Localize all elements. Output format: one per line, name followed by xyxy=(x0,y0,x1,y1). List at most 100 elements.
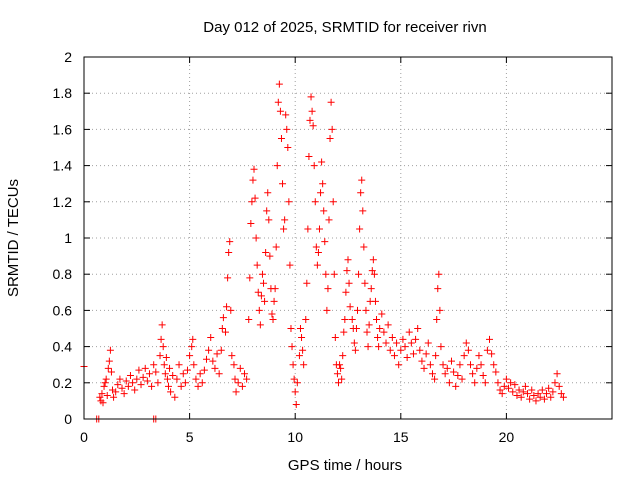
data-point xyxy=(405,328,413,336)
y-tick-label: 1.6 xyxy=(53,121,73,137)
data-point xyxy=(367,285,375,293)
data-point xyxy=(219,314,227,322)
data-point xyxy=(418,357,426,365)
data-point xyxy=(549,388,557,396)
x-tick-label: 10 xyxy=(287,429,303,445)
data-point xyxy=(98,390,106,398)
data-point xyxy=(99,399,107,407)
data-point xyxy=(303,279,311,287)
data-point xyxy=(515,386,523,394)
data-point xyxy=(356,225,364,233)
data-point xyxy=(555,382,563,390)
data-point xyxy=(256,321,264,329)
data-point xyxy=(126,372,134,380)
data-point xyxy=(154,379,162,387)
data-point xyxy=(254,288,262,296)
data-point xyxy=(277,134,285,142)
data-point xyxy=(364,343,372,351)
data-point xyxy=(443,364,451,372)
data-point xyxy=(336,361,344,369)
y-tick-label: 1 xyxy=(64,230,72,246)
data-point xyxy=(492,368,500,376)
data-point xyxy=(234,379,242,387)
data-point xyxy=(386,346,394,354)
data-point xyxy=(232,388,240,396)
data-point xyxy=(477,361,485,369)
data-point xyxy=(358,176,366,184)
data-point xyxy=(129,379,137,387)
data-point xyxy=(291,388,299,396)
data-point xyxy=(230,361,238,369)
data-point xyxy=(334,379,342,387)
data-point xyxy=(357,189,365,197)
data-point xyxy=(524,390,532,398)
data-point xyxy=(227,306,235,314)
data-point xyxy=(483,346,491,354)
data-point xyxy=(222,328,230,336)
data-point xyxy=(432,352,440,360)
data-point xyxy=(557,390,565,398)
data-point xyxy=(308,107,316,115)
data-point xyxy=(245,315,253,323)
data-point xyxy=(156,352,164,360)
data-point xyxy=(393,339,401,347)
data-point xyxy=(181,379,189,387)
data-point xyxy=(373,315,381,323)
data-point xyxy=(274,98,282,106)
data-point xyxy=(473,364,481,372)
data-point xyxy=(190,361,198,369)
data-point xyxy=(534,390,542,398)
data-point xyxy=(350,339,358,347)
data-point xyxy=(436,306,444,314)
data-point xyxy=(530,391,538,399)
data-point xyxy=(255,306,263,314)
data-point xyxy=(486,335,494,343)
data-point xyxy=(513,391,521,399)
data-point xyxy=(315,225,323,233)
data-point xyxy=(545,384,553,392)
data-point xyxy=(370,270,378,278)
data-point xyxy=(433,315,441,323)
data-point xyxy=(351,346,359,354)
data-points-layer xyxy=(80,80,567,423)
data-point xyxy=(437,343,445,351)
data-point xyxy=(553,370,561,378)
data-point xyxy=(528,386,536,394)
data-point xyxy=(299,346,307,354)
data-point xyxy=(390,352,398,360)
data-point xyxy=(253,261,261,269)
data-point xyxy=(339,352,347,360)
data-point xyxy=(338,375,346,383)
data-point xyxy=(320,207,328,215)
data-point xyxy=(192,375,200,383)
data-point xyxy=(475,352,483,360)
data-point xyxy=(341,315,349,323)
data-point xyxy=(311,198,319,206)
data-point xyxy=(414,325,422,332)
x-axis-label: GPS time / hours xyxy=(288,457,402,474)
data-point xyxy=(305,153,313,161)
data-point xyxy=(175,361,183,369)
data-point xyxy=(280,225,288,233)
data-point xyxy=(135,366,143,374)
data-point xyxy=(110,393,118,401)
data-point xyxy=(361,279,369,287)
data-point xyxy=(441,370,449,378)
data-point xyxy=(454,372,462,380)
data-point xyxy=(330,270,338,278)
data-point xyxy=(307,93,315,101)
data-point xyxy=(103,391,111,399)
data-point xyxy=(445,379,453,387)
data-point xyxy=(431,375,439,383)
data-point xyxy=(326,134,334,142)
data-point xyxy=(209,357,217,365)
data-point xyxy=(296,325,304,332)
data-point xyxy=(329,198,337,206)
chart-title: Day 012 of 2025, SRMTID for receiver riv… xyxy=(203,19,486,36)
data-point xyxy=(238,382,246,390)
data-point xyxy=(306,116,314,124)
data-point xyxy=(399,335,407,343)
x-tick-label: 5 xyxy=(186,429,194,445)
data-point xyxy=(258,270,266,278)
data-point xyxy=(169,372,177,380)
